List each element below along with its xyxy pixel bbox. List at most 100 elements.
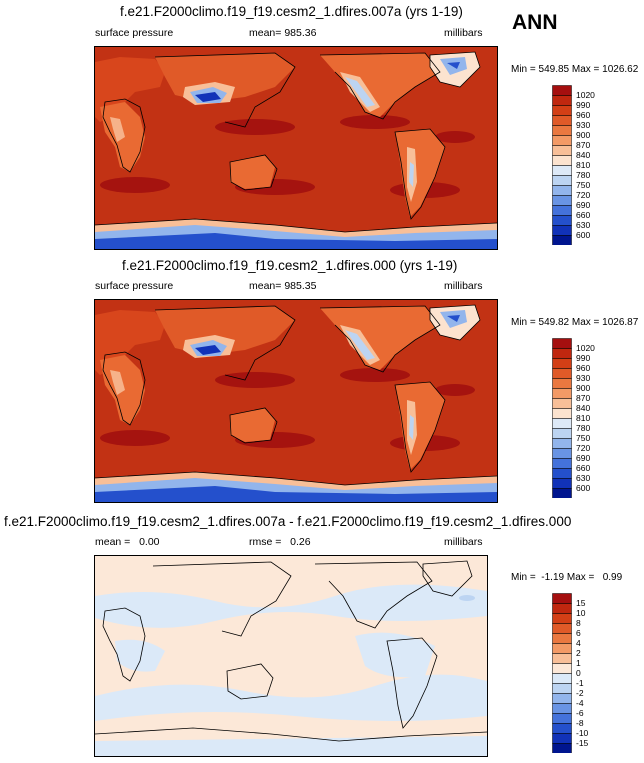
colorbar-tick-label: 930 <box>576 120 591 130</box>
colorbar-tick-label: 1 <box>576 658 581 668</box>
colorbar-tick-label: -8 <box>576 718 584 728</box>
colorbar-tick-label: 780 <box>576 170 591 180</box>
colorbar-swatch <box>552 368 572 379</box>
colorbar-tick-label: 6 <box>576 628 581 638</box>
colorbar-swatch <box>552 683 572 694</box>
colorbar-tick-label: -10 <box>576 728 589 738</box>
colorbar-swatch <box>552 603 572 614</box>
colorbar-tick-label: 900 <box>576 130 591 140</box>
colorbar-tick-label: 960 <box>576 363 591 373</box>
colorbar-swatch <box>552 115 572 126</box>
colorbar-swatch <box>552 743 572 754</box>
colorbar-swatch <box>552 633 572 644</box>
colorbar-tick-label: 780 <box>576 423 591 433</box>
colorbar-swatch <box>552 125 572 136</box>
colorbar-swatch <box>552 488 572 499</box>
colorbar-tick-label: 660 <box>576 210 591 220</box>
colorbar-swatch <box>552 468 572 479</box>
colorbar-swatch <box>552 418 572 429</box>
colorbar-tick-label: 4 <box>576 638 581 648</box>
colorbar-tick-label: 2 <box>576 648 581 658</box>
colorbar-tick-label: 10 <box>576 608 586 618</box>
colorbar-swatch <box>552 673 572 684</box>
colorbar-swatch <box>552 225 572 236</box>
panel2-mean: mean= 985.35 <box>249 280 317 292</box>
colorbar-swatch <box>552 733 572 744</box>
panel2-minmax: Min = 549.82 Max = 1026.87 <box>511 317 639 328</box>
panel3-mean: mean = 0.00 <box>95 536 160 548</box>
colorbar-swatch <box>552 155 572 166</box>
colorbar-swatch <box>552 338 572 349</box>
colorbar-tick-label: 750 <box>576 433 591 443</box>
colorbar-tick-label: 0 <box>576 668 581 678</box>
colorbar-swatch <box>552 195 572 206</box>
colorbar-swatch <box>552 215 572 226</box>
panel3-title: f.e21.F2000climo.f19_f19.cesm2_1.dfires.… <box>4 514 572 529</box>
panel3-colorbar: 15 10 8 6 4 2 1 0 -1 -2 -4 -6 -8 -10 -15 <box>552 593 588 758</box>
colorbar-tick-label: 720 <box>576 190 591 200</box>
colorbar-swatch <box>552 348 572 359</box>
colorbar-swatch <box>552 398 572 409</box>
colorbar-swatch <box>552 358 572 369</box>
colorbar-tick-label: 750 <box>576 180 591 190</box>
colorbar-tick-label: 960 <box>576 110 591 120</box>
colorbar-swatch <box>552 723 572 734</box>
colorbar-swatch <box>552 145 572 156</box>
colorbar-swatch <box>552 663 572 674</box>
panel3-rmse: rmse = 0.26 <box>249 536 311 548</box>
colorbar-tick-label: 600 <box>576 230 591 240</box>
panel1-colorbar: 1020 990 960 930 900 870 840 810 780 750 720 690 660… <box>552 85 595 250</box>
colorbar-tick-label: 840 <box>576 403 591 413</box>
colorbar-tick-label: -1 <box>576 678 584 688</box>
colorbar-tick-label: -15 <box>576 738 589 748</box>
colorbar-swatch <box>552 613 572 624</box>
colorbar-tick-label: 990 <box>576 353 591 363</box>
panel1-mean: mean= 985.36 <box>249 27 317 39</box>
panel2-variable: surface pressure <box>95 280 174 292</box>
colorbar-swatch <box>552 438 572 449</box>
colorbar-tick-label: 900 <box>576 383 591 393</box>
colorbar-swatch <box>552 428 572 439</box>
colorbar-swatch <box>552 205 572 216</box>
panel1-units: millibars <box>444 27 483 39</box>
panel1-minmax: Min = 549.85 Max = 1026.62 <box>511 64 639 75</box>
season-label: ANN <box>512 11 558 34</box>
colorbar-swatch <box>552 653 572 664</box>
colorbar-swatch <box>552 408 572 419</box>
colorbar-tick-label: 630 <box>576 220 591 230</box>
colorbar-swatch <box>552 165 572 176</box>
colorbar-tick-label: 15 <box>576 598 586 608</box>
colorbar-tick-label: -6 <box>576 708 584 718</box>
colorbar-tick-label: 690 <box>576 453 591 463</box>
panel2-units: millibars <box>444 280 483 292</box>
colorbar-swatch <box>552 693 572 704</box>
colorbar-swatch <box>552 388 572 399</box>
colorbar-swatch <box>552 593 572 604</box>
colorbar-swatch <box>552 85 572 96</box>
colorbar-tick-label: 690 <box>576 200 591 210</box>
colorbar-swatch <box>552 135 572 146</box>
colorbar-tick-label: 990 <box>576 100 591 110</box>
colorbar-swatch <box>552 185 572 196</box>
colorbar-swatch <box>552 623 572 634</box>
colorbar-tick-label: 1020 <box>576 343 595 353</box>
panel1-colorbar-swatches <box>552 85 572 246</box>
colorbar-tick-label: 660 <box>576 463 591 473</box>
panel2-title: f.e21.F2000climo.f19_f19.cesm2_1.dfires.… <box>122 258 458 273</box>
colorbar-tick-label: 810 <box>576 160 591 170</box>
panel3-map <box>94 555 488 757</box>
colorbar-swatch <box>552 105 572 116</box>
colorbar-tick-label: 1020 <box>576 90 595 100</box>
colorbar-swatch <box>552 175 572 186</box>
panel2-colorbar: 1020 990 960 930 900 870 840 810 780 750 720 690 660… <box>552 338 595 503</box>
panel3-minmax: Min = -1.19 Max = 0.99 <box>511 572 623 583</box>
colorbar-tick-label: 810 <box>576 413 591 423</box>
panel3-colorbar-swatches <box>552 593 572 754</box>
colorbar-tick-label: 840 <box>576 150 591 160</box>
colorbar-tick-label: 870 <box>576 393 591 403</box>
colorbar-swatch <box>552 713 572 724</box>
colorbar-swatch <box>552 95 572 106</box>
colorbar-tick-label: -2 <box>576 688 584 698</box>
colorbar-tick-label: 630 <box>576 473 591 483</box>
colorbar-tick-label: 870 <box>576 140 591 150</box>
